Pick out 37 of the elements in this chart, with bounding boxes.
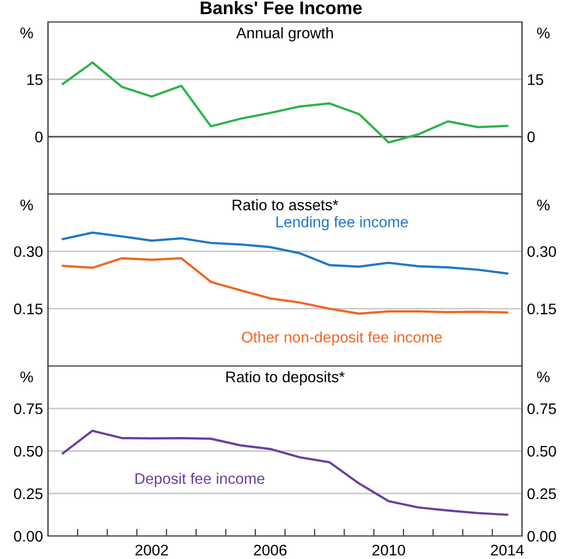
x-tick-label: 2006 bbox=[254, 544, 287, 556]
y-tick-label: 0 bbox=[35, 132, 43, 142]
chart-subtitle: Annual growth bbox=[236, 27, 333, 42]
y-axis-title: % bbox=[20, 372, 33, 382]
y2-axis-title: % bbox=[537, 372, 550, 382]
y2-tick-label: 0.25 bbox=[527, 488, 556, 500]
y-tick-label: 0.50 bbox=[14, 446, 43, 457]
y2-axis-title: % bbox=[537, 200, 550, 210]
y-tick-label: 0.00 bbox=[14, 530, 43, 542]
y2-tick-label: 0.15 bbox=[527, 304, 556, 314]
line-series bbox=[62, 430, 508, 516]
y2-tick-label: 0.75 bbox=[527, 403, 556, 414]
y2-tick-label: 15 bbox=[528, 74, 544, 86]
y-axis-title: % bbox=[20, 200, 33, 210]
series-label: Deposit fee income bbox=[136, 472, 264, 488]
y-tick-label: 0.25 bbox=[14, 488, 42, 500]
line-series bbox=[62, 61, 508, 144]
y2-tick-label: 0.00 bbox=[527, 530, 556, 542]
x-tick-label: 2014 bbox=[490, 544, 524, 556]
y2-tick-label: 0 bbox=[527, 132, 535, 142]
chart-title: Banks' Fee Income bbox=[200, 1, 362, 14]
y2-tick-label: 0.50 bbox=[527, 446, 556, 457]
series-label: Lending fee income bbox=[276, 216, 408, 230]
y-tick-label: 0.30 bbox=[14, 246, 43, 258]
y2-tick-label: 0.30 bbox=[527, 246, 556, 258]
y-axis-title: % bbox=[20, 28, 33, 38]
series-label: Other non-deposit fee income bbox=[242, 331, 442, 346]
y-tick-label: 0.75 bbox=[14, 403, 42, 414]
x-tick-label: 2010 bbox=[372, 544, 406, 556]
y-tick-label: 0.15 bbox=[14, 304, 42, 314]
chart-subtitle: Ratio to assets* bbox=[232, 199, 338, 210]
x-tick-label: 2002 bbox=[135, 544, 168, 556]
y2-axis-title: % bbox=[537, 28, 550, 38]
line-series bbox=[62, 231, 508, 275]
y-tick-label: 15 bbox=[27, 74, 42, 86]
line-series bbox=[62, 257, 508, 315]
chart-subtitle: Ratio to deposits* bbox=[226, 371, 345, 386]
